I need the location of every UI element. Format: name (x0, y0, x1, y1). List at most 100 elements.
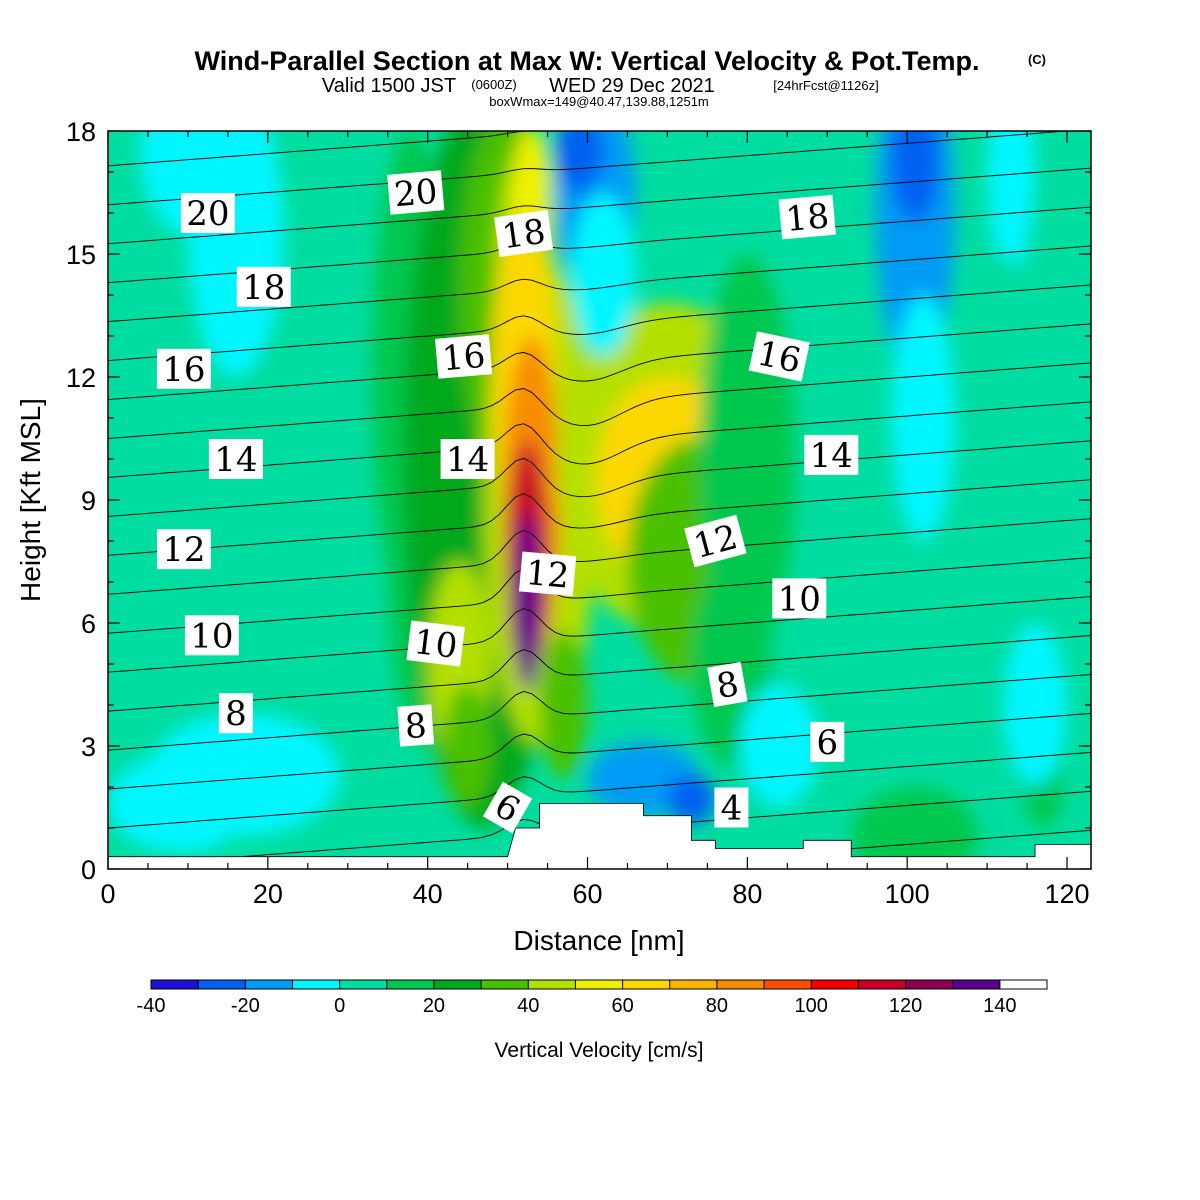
chart-title-block: Wind-Parallel Section at Max W: Vertical… (195, 46, 1047, 109)
theta-contour-line (108, 712, 1091, 790)
colorbar-tick-label: -40 (137, 995, 166, 1017)
contour-label: 20 (180, 193, 235, 234)
colorbar-tick-label: 40 (517, 995, 539, 1017)
theta-contour-line (108, 131, 1074, 206)
contour-label: 18 (236, 266, 291, 308)
colorbar-tick-label: -20 (231, 995, 260, 1017)
contour-label-box (440, 439, 495, 479)
contour-label-text: 18 (784, 196, 831, 240)
theta-contour-line (108, 323, 1091, 401)
x-tick-label: 80 (732, 879, 762, 909)
y-tick-label: 6 (81, 609, 96, 639)
contour-label-text: 8 (404, 706, 428, 747)
theta-contour-line (108, 596, 1091, 673)
colorbar-swatch (669, 980, 718, 989)
colorbar-tick-label: 20 (423, 995, 445, 1017)
colorbar-title: Vertical Velocity [cm/s] (495, 1039, 704, 1062)
y-tick-label: 3 (81, 732, 96, 762)
contour-label: 12 (156, 529, 211, 570)
w-region-28 (891, 131, 940, 222)
colorbar-swatch (716, 980, 765, 989)
contour-label-text: 6 (816, 723, 838, 763)
valid-date: WED 29 Dec 2021 (549, 75, 715, 97)
contour-label-box (778, 194, 836, 240)
contour-label-box (406, 620, 465, 667)
theta-contour-line (108, 131, 565, 167)
contour-label: 20 (387, 170, 445, 216)
contour-label-box (772, 578, 827, 619)
colorbar-swatch (481, 980, 529, 989)
colorbar-swatch (905, 980, 954, 989)
x-tick-label: 100 (885, 879, 930, 909)
contour-label-box (684, 514, 747, 568)
w-region-18 (539, 631, 588, 779)
contour-label: 6 (810, 721, 845, 763)
theta-contour-line (108, 518, 1091, 595)
box-info: boxWmax=149@40.47,139.88,1251m (489, 94, 709, 109)
contour-label-box (184, 615, 239, 656)
w-region-3 (108, 754, 252, 853)
contour-label-text: 16 (162, 350, 205, 390)
contour-label-text: 14 (810, 436, 853, 476)
w-region-35 (667, 774, 716, 824)
w-region-36 (739, 684, 820, 808)
colorbar-swatch (575, 980, 624, 989)
colorbar-swatch (811, 980, 859, 989)
y-tick-label: 15 (66, 240, 96, 270)
valid-utc: (0600Z) (471, 77, 517, 92)
y-axis: 0 3 6 9 12 15 18 (66, 117, 1091, 885)
colorbar-swatch (622, 980, 671, 989)
contour-label: 16 (156, 348, 211, 390)
chart-title: Wind-Parallel Section at Max W: Vertical… (195, 46, 980, 76)
colorbar-swatch (952, 980, 1001, 989)
colorbar-swatch (245, 980, 293, 989)
theta-contour-line (108, 401, 1091, 478)
x-tick-label: 40 (413, 879, 443, 909)
contour-label-box (180, 193, 235, 233)
contour-label-box (236, 266, 291, 307)
contour-label-text: 20 (186, 194, 229, 234)
contour-label-box (156, 529, 211, 570)
colorbar-swatch (528, 980, 576, 989)
y-axis-label: Height [Kft MSL] (15, 398, 46, 602)
contour-label-box (208, 439, 263, 479)
contour-label: 8 (218, 693, 253, 734)
x-tick-label: 0 (100, 879, 115, 909)
contour-label: 14 (804, 434, 859, 476)
w-region-33 (1003, 623, 1068, 787)
colorbar-swatch (292, 980, 341, 989)
contour-label: 8 (397, 704, 435, 747)
theta-contour-line (108, 674, 1091, 751)
terrain-mask (108, 803, 1091, 869)
contour-label: 4 (714, 787, 749, 829)
x-tick-label: 20 (253, 879, 283, 909)
contour-label-box (156, 348, 211, 389)
y-tick-label: 9 (81, 486, 96, 516)
x-axis: 0 20 40 60 80 100 120 (100, 131, 1090, 909)
contour-label: 10 (406, 620, 465, 667)
contour-label-text: 10 (778, 579, 821, 619)
colorbar-tick-label: 60 (611, 995, 633, 1017)
contour-label: 14 (208, 439, 263, 480)
theta-contour-line (108, 362, 1091, 439)
contour-label-text: 20 (392, 172, 439, 216)
contour-label-text: 12 (524, 553, 571, 597)
colorbar-swatch (386, 980, 435, 989)
contour-label-text: 16 (754, 333, 805, 381)
w-region-17 (443, 684, 492, 808)
contour-label-text: 10 (190, 616, 233, 656)
contour-label: 14 (440, 439, 495, 480)
contour-label-text: 18 (500, 212, 548, 258)
x-tick-label: 120 (1044, 879, 1089, 909)
colorbar-swatch (858, 980, 907, 989)
colorbar-tick-label: 0 (334, 995, 345, 1017)
theta-contour-line (108, 245, 1091, 323)
colorbar-swatch (339, 980, 388, 989)
contour-label: 18 (778, 194, 836, 240)
w-region-29 (891, 295, 956, 541)
contour-label-text: 8 (225, 694, 247, 734)
contour-label: 10 (184, 615, 239, 656)
y-tick-label: 12 (66, 363, 96, 393)
